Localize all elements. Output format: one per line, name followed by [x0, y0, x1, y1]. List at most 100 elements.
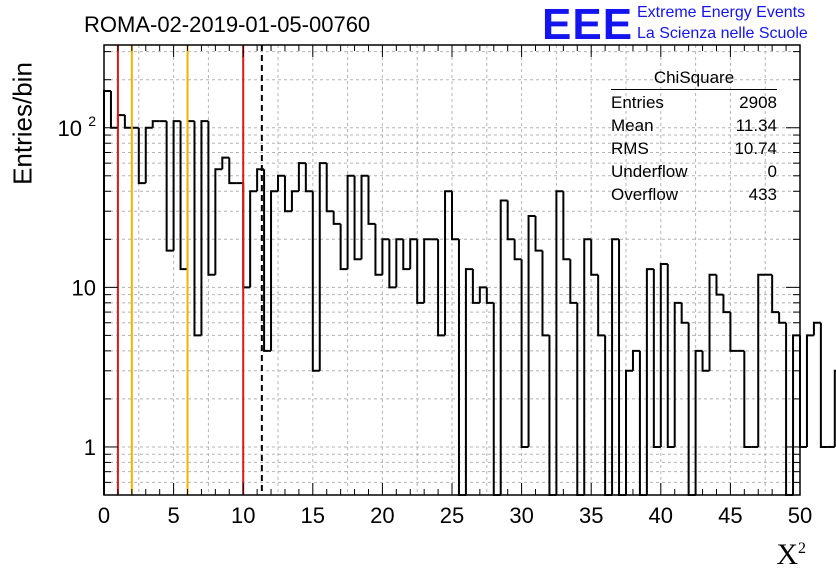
histogram-bin: [541, 250, 550, 337]
histogram-bin: [778, 312, 787, 324]
stats-row: Entries 2908: [611, 93, 777, 116]
histogram-bin: [270, 190, 278, 351]
histogram-bin: [332, 211, 341, 225]
histogram-bin: [346, 174, 355, 270]
histogram-bin: [374, 223, 383, 276]
histogram-bin: [283, 175, 292, 213]
stats-label: Entries: [611, 93, 664, 112]
histogram-bin: [179, 121, 188, 271]
histogram-bin: [562, 191, 571, 261]
x-tick-label: 5: [167, 503, 179, 528]
histogram-bin: [290, 190, 299, 212]
x-tick-label: 45: [718, 503, 742, 528]
logo-line-2: La Scienza nelle Scuole: [637, 25, 808, 42]
stats-value: 11.34: [735, 116, 777, 135]
x-tick-label: 50: [788, 503, 812, 528]
x-tick-label: 25: [440, 503, 464, 528]
stats-value: 2908: [739, 93, 777, 112]
x-tick-label: 35: [579, 503, 603, 528]
histogram-bin: [659, 263, 668, 447]
logo-mark: EEE: [542, 0, 634, 49]
stats-title: ChiSquare: [611, 68, 777, 90]
histogram-bin: [478, 286, 487, 303]
histogram-bin: [172, 120, 181, 251]
stats-value: 0: [767, 162, 777, 181]
histogram-bin: [416, 239, 425, 304]
stats-label: Mean: [611, 116, 654, 135]
histogram-bin: [437, 239, 446, 337]
histogram-bin: [457, 239, 466, 496]
logo-line-1: Extreme Energy Events: [637, 4, 806, 21]
y-axis-label: Entries/bin: [7, 62, 38, 185]
histogram-bin: [771, 274, 780, 314]
histogram-bin: [625, 369, 633, 495]
histogram-bin: [590, 239, 599, 276]
histogram-bin: [548, 335, 557, 496]
x-tick-label: 10: [231, 503, 255, 528]
histogram-bin: [792, 334, 800, 495]
histogram-bin: [165, 121, 174, 252]
histogram-bin: [666, 264, 675, 448]
histogram-bin: [694, 349, 703, 495]
histogram-bin: [339, 223, 348, 271]
histogram-bin: [618, 239, 626, 496]
histogram-bin: [673, 301, 682, 447]
histogram-bin: [444, 190, 452, 336]
histogram-bin: [381, 238, 390, 275]
histogram-bin: [513, 239, 522, 261]
x-axis-label-superscript: 2: [798, 540, 806, 557]
stats-box: ChiSquare Entries 2908 Mean 11.34 RMS 10…: [611, 68, 777, 208]
stats-value: 433: [748, 185, 777, 204]
histogram-bin: [499, 199, 508, 495]
histogram-bin: [402, 239, 411, 271]
histogram-bin: [451, 191, 459, 241]
stats-value: 10.74: [734, 139, 777, 158]
stats-row: Overflow 433: [611, 185, 777, 208]
y-tick-label: 10: [58, 116, 82, 141]
histogram-bin: [555, 190, 564, 495]
histogram-bin: [687, 322, 696, 496]
histogram-bin: [256, 168, 265, 192]
x-tick-label: 30: [509, 503, 533, 528]
stats-label: RMS: [611, 139, 649, 158]
stats-label: Overflow: [611, 185, 679, 204]
histogram-bin: [228, 157, 237, 185]
histogram-bin: [652, 269, 661, 448]
histogram-bin: [645, 268, 654, 495]
histogram-bin: [423, 238, 432, 303]
y-axis-label-box: Entries/bin: [4, 60, 44, 190]
x-tick-label: 0: [98, 503, 110, 528]
histogram-bin: [715, 274, 724, 296]
histogram-bin: [263, 169, 272, 352]
histogram-bin: [812, 321, 821, 336]
histogram-bin: [123, 115, 132, 129]
histogram-bin: [506, 200, 515, 241]
histogram-bin: [680, 302, 689, 324]
histogram-bin: [151, 120, 160, 128]
histogram-bin: [200, 120, 209, 336]
page-title: ROMA-02-2019-01-05-00760: [84, 12, 371, 37]
histogram-bin: [743, 350, 752, 448]
histogram-bin: [757, 273, 766, 447]
histogram-bin: [360, 174, 369, 260]
histogram-bin: [604, 335, 613, 496]
histogram-bin: [214, 168, 223, 275]
histogram-bin: [527, 214, 536, 447]
histogram-bin: [221, 156, 230, 170]
histogram-bin: [297, 162, 306, 192]
histogram-bin: [304, 163, 313, 193]
y-tick-label: 1: [84, 435, 96, 460]
x-tick-label: 20: [370, 503, 394, 528]
histogram-bin: [485, 287, 494, 304]
stats-row: Underflow 0: [611, 162, 777, 185]
histogram-bin: [611, 238, 620, 495]
x-axis-label-text: X: [776, 538, 798, 571]
histogram-bin: [701, 350, 710, 372]
y-tick-label: 10: [72, 275, 96, 300]
histogram-bin: [534, 215, 543, 252]
histogram-bin: [109, 90, 118, 129]
histogram-bin: [785, 322, 794, 496]
x-tick-label: 15: [301, 503, 325, 528]
histogram-bin: [819, 322, 828, 448]
